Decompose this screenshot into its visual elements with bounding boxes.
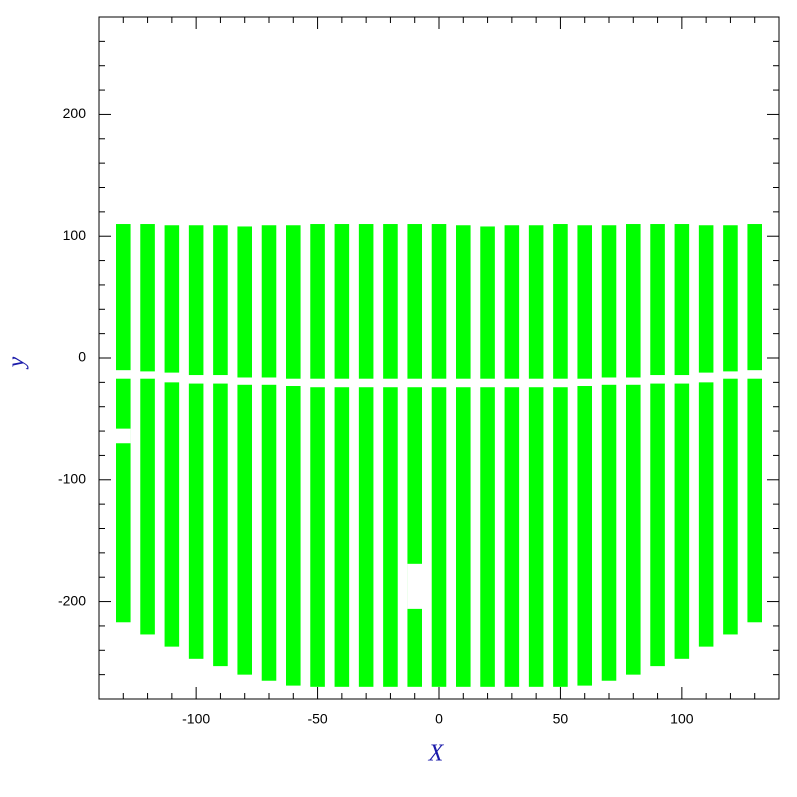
upper-strip xyxy=(674,224,690,376)
lower-strip xyxy=(747,378,762,623)
upper-strip xyxy=(480,226,495,379)
y-axis-label: y xyxy=(4,356,30,369)
upper-strip xyxy=(626,224,641,378)
lower-strip xyxy=(601,384,617,681)
lower-strip xyxy=(553,387,568,687)
upper-strip xyxy=(286,225,301,379)
upper-strip xyxy=(698,225,714,373)
upper-strip xyxy=(116,224,131,371)
upper-strip xyxy=(188,225,204,376)
gap xyxy=(116,428,131,444)
gap xyxy=(407,563,422,609)
upper-strip xyxy=(723,225,738,372)
x-tick-label: -100 xyxy=(182,711,210,727)
upper-strip xyxy=(528,225,544,379)
upper-strip xyxy=(431,224,447,379)
y-tick-label: 0 xyxy=(78,349,86,365)
upper-strip xyxy=(407,224,422,379)
lower-strip xyxy=(310,387,325,687)
x-tick-label: 50 xyxy=(553,711,569,727)
x-tick-label: 100 xyxy=(670,711,694,727)
lower-strip xyxy=(358,387,374,687)
lower-strip xyxy=(213,383,228,667)
lower-strip xyxy=(431,387,447,687)
upper-strip xyxy=(650,224,665,376)
lower-strip xyxy=(674,383,690,659)
lower-strip xyxy=(164,382,180,647)
upper-strip xyxy=(456,225,471,379)
upper-strip xyxy=(747,224,762,371)
lower-strip xyxy=(334,387,350,687)
upper-strip xyxy=(358,224,374,379)
lower-strip xyxy=(237,384,252,675)
x-tick-label: 0 xyxy=(435,711,443,727)
y-tick-label: 200 xyxy=(63,105,87,121)
upper-strip xyxy=(261,225,277,378)
upper-strip xyxy=(383,224,398,379)
lower-strip xyxy=(528,387,544,687)
upper-strip xyxy=(237,226,252,378)
y-tick-label: -200 xyxy=(58,592,86,608)
lower-strip xyxy=(407,387,422,687)
y-tick-label: 100 xyxy=(63,227,87,243)
lower-strip xyxy=(577,386,592,686)
lower-strip xyxy=(261,384,277,681)
lower-strip xyxy=(140,378,155,635)
lower-strip xyxy=(650,383,665,667)
x-tick-label: -50 xyxy=(307,711,327,727)
lower-strip xyxy=(480,387,495,687)
lower-strip xyxy=(286,386,301,686)
lower-strip xyxy=(383,387,398,687)
lower-strip xyxy=(504,387,520,687)
upper-strip xyxy=(140,224,155,372)
y-tick-label: -100 xyxy=(58,470,86,486)
lower-strip xyxy=(626,384,641,675)
lower-strip xyxy=(456,387,471,687)
upper-strip xyxy=(577,225,592,379)
upper-strip xyxy=(213,225,228,376)
upper-strip xyxy=(553,224,568,379)
x-axis-label: X xyxy=(428,741,445,767)
lower-strip xyxy=(116,378,131,623)
lower-strip xyxy=(698,382,714,647)
upper-strip xyxy=(334,224,350,379)
lower-strip xyxy=(188,383,204,659)
upper-strip xyxy=(601,225,617,378)
upper-strip xyxy=(310,224,325,379)
upper-strip xyxy=(164,225,180,373)
lower-strip xyxy=(723,378,738,635)
upper-strip xyxy=(504,225,520,379)
